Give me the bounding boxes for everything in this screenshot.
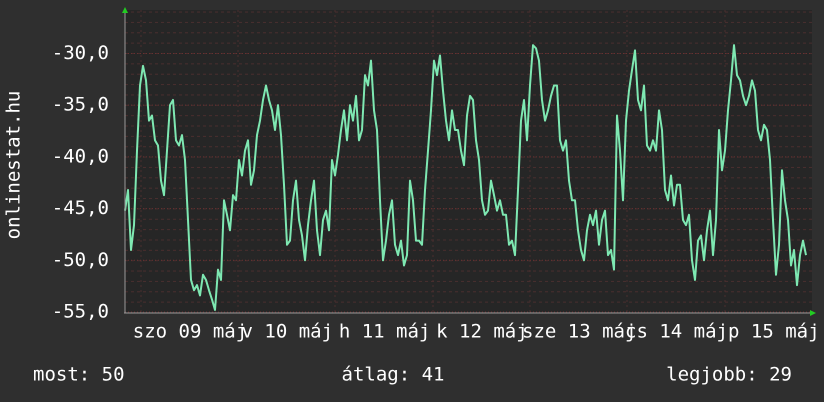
y-tick-label: -50,0 bbox=[52, 249, 109, 271]
stat-best: legjobb: 29 bbox=[666, 364, 792, 386]
y-tick-label: -40,0 bbox=[52, 145, 109, 167]
y-tick-label: -30,0 bbox=[52, 42, 109, 64]
y-axis-label: onlinestat.hu bbox=[3, 91, 25, 240]
x-tick-label: v 10 máj bbox=[242, 321, 334, 343]
x-tick-label: sze 13 máj bbox=[522, 321, 636, 343]
y-axis-arrow bbox=[122, 7, 128, 13]
x-tick-label: p 15 máj bbox=[728, 321, 820, 343]
x-tick-label: cs 14 máj bbox=[625, 321, 728, 343]
grid bbox=[125, 52, 812, 313]
plot bbox=[124, 44, 807, 311]
y-tick-label: -35,0 bbox=[52, 94, 109, 116]
minor-grid bbox=[125, 10, 812, 312]
stat-average: átlag: 41 bbox=[342, 364, 445, 386]
x-tick-label: szo 09 máj bbox=[133, 321, 247, 343]
stat-now: most: 50 bbox=[33, 364, 125, 386]
data-line bbox=[124, 44, 807, 311]
vertical-grid bbox=[140, 10, 726, 312]
x-tick-label: h 11 máj bbox=[339, 321, 431, 343]
x-axis-arrow bbox=[810, 310, 816, 316]
x-tick-label: k 12 máj bbox=[436, 321, 528, 343]
y-tick-label: -45,0 bbox=[52, 197, 109, 219]
y-tick-label: -55,0 bbox=[52, 301, 109, 323]
